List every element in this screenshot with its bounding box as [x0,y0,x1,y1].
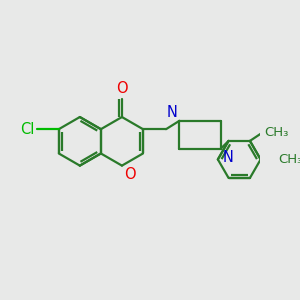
Text: O: O [116,81,128,96]
Text: CH₃: CH₃ [265,126,289,139]
Text: CH₃: CH₃ [278,153,300,166]
Text: N: N [167,105,178,120]
Text: Cl: Cl [20,122,34,137]
Text: O: O [124,167,135,182]
Text: N: N [223,150,233,165]
